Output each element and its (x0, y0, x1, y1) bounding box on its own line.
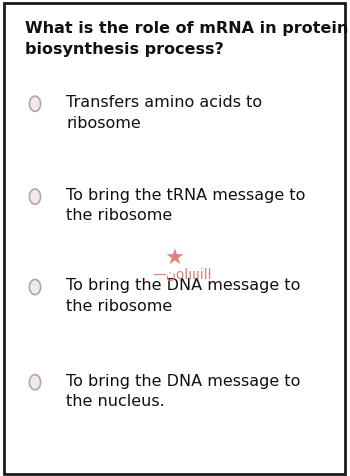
Text: —نolıııill: —نolıııill (152, 268, 212, 281)
Circle shape (29, 279, 41, 295)
Text: Transfers amino acids to
ribosome: Transfers amino acids to ribosome (66, 95, 262, 130)
Circle shape (29, 96, 41, 111)
Text: What is the role of mRNA in protein
biosynthesis process?: What is the role of mRNA in protein bios… (25, 21, 348, 57)
FancyBboxPatch shape (4, 3, 345, 474)
Circle shape (29, 375, 41, 390)
Text: ★: ★ (165, 248, 185, 268)
Circle shape (29, 189, 41, 204)
Text: To bring the DNA message to
the ribosome: To bring the DNA message to the ribosome (66, 278, 301, 314)
Text: To bring the tRNA message to
the ribosome: To bring the tRNA message to the ribosom… (66, 188, 306, 223)
Text: To bring the DNA message to
the nucleus.: To bring the DNA message to the nucleus. (66, 374, 301, 409)
